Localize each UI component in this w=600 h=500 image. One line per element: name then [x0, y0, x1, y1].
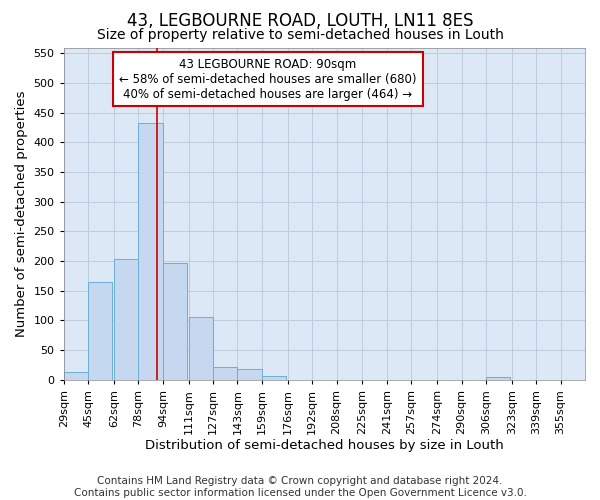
Text: 43, LEGBOURNE ROAD, LOUTH, LN11 8ES: 43, LEGBOURNE ROAD, LOUTH, LN11 8ES [127, 12, 473, 30]
Text: 43 LEGBOURNE ROAD: 90sqm
← 58% of semi-detached houses are smaller (680)
40% of : 43 LEGBOURNE ROAD: 90sqm ← 58% of semi-d… [119, 58, 417, 100]
Bar [262, 376, 286, 380]
Text: Contains HM Land Registry data © Crown copyright and database right 2024.
Contai: Contains HM Land Registry data © Crown c… [74, 476, 526, 498]
Text: Size of property relative to semi-detached houses in Louth: Size of property relative to semi-detach… [97, 28, 503, 42]
Y-axis label: Number of semi-detached properties: Number of semi-detached properties [15, 90, 28, 337]
Bar [238, 369, 262, 380]
Bar [188, 317, 213, 380]
X-axis label: Distribution of semi-detached houses by size in Louth: Distribution of semi-detached houses by … [145, 440, 504, 452]
Bar [139, 124, 163, 380]
Bar [486, 378, 511, 380]
Bar [114, 260, 139, 380]
Bar [213, 366, 238, 380]
Bar [163, 264, 187, 380]
Bar [64, 372, 88, 380]
Bar [88, 282, 112, 380]
